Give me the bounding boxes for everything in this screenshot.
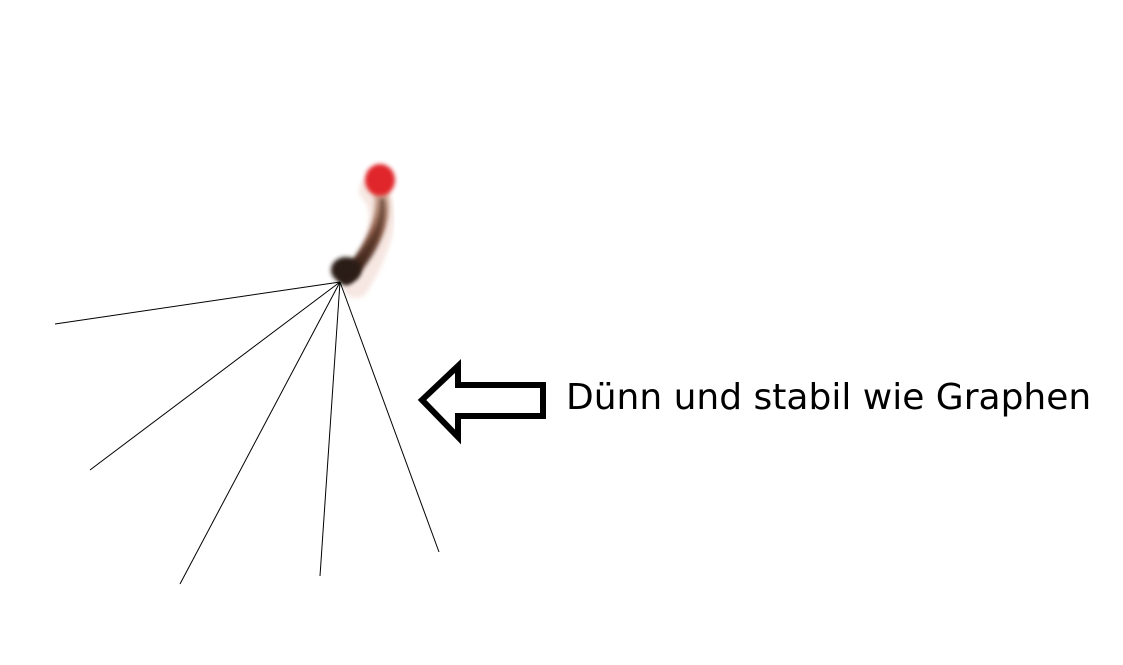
fiber-line	[179, 281, 341, 585]
match-burnt-base	[331, 257, 361, 283]
fiber-lines	[54, 281, 440, 585]
burnt-match-illustration	[331, 164, 395, 298]
fiber-line	[54, 281, 341, 325]
caption-text: Dünn und stabil wie Graphen	[566, 377, 1092, 418]
fiber-line	[339, 281, 440, 553]
hollow-left-arrow-icon	[417, 359, 546, 445]
match-red-head	[365, 164, 395, 196]
fiber-line	[89, 281, 341, 471]
fiber-line	[319, 281, 341, 577]
